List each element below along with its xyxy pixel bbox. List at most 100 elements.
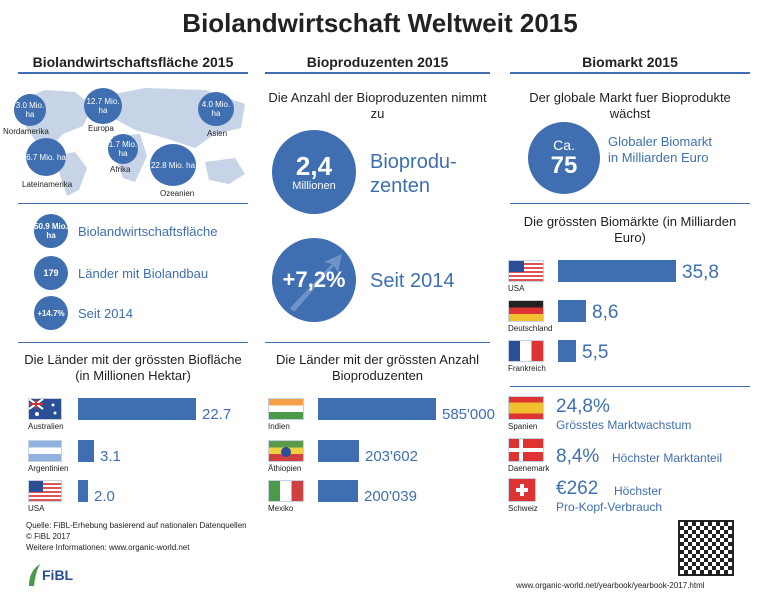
flag-switzerland-icon [508, 478, 536, 502]
stat-growth-badge: +14.7% [34, 296, 68, 330]
chart3-subtitle: Die grössten Biomärkte (in Milliarden Eu… [523, 214, 737, 245]
flag-australia-icon [28, 398, 62, 420]
stat-area-text: Biolandwirtschaftsfläche [78, 224, 218, 239]
footer-url[interactable]: www.organic-world.net/yearbook/yearbook-… [516, 581, 705, 590]
market-text: Globaler Biomarkt in Milliarden Euro [608, 134, 713, 165]
col2-divider [265, 342, 490, 343]
fact-value-spain: 24,8% [556, 396, 610, 417]
map-label-lateinamerika: Lateinamerika [22, 180, 73, 189]
flag-ethiopia-icon [268, 440, 304, 462]
col2-intro: Die Anzahl der Bioproduzenten nimmt zu [268, 90, 487, 121]
col3-rule [510, 72, 750, 74]
chart2-subtitle: Die Länder mit der grössten Anzahl Biopr… [275, 352, 480, 383]
flag-india-icon [268, 398, 304, 420]
chart1-value-label-1: 3.1 [100, 448, 121, 465]
footer-more-info: Weitere Informationen: www.organic-world… [26, 543, 190, 552]
map-label-asien: Asien [207, 129, 228, 138]
flag-denmark-icon [508, 438, 544, 462]
chart3-category-label-2: Frankreich [508, 364, 546, 373]
producers-unit: Millionen [292, 180, 336, 192]
chart2-value-label-1: 203'602 [365, 448, 418, 465]
chart1-category-label-1: Argentinien [28, 464, 69, 473]
fibl-logo: FiBL [26, 564, 73, 586]
col1-divider-1 [18, 203, 248, 204]
chart1-value-label-0: 22.7 [202, 406, 232, 423]
chart1-subtitle: Die Länder mit der grössten Biofläche (i… [24, 352, 242, 383]
map-bubble-ozeanien: 22.8 Mio. ha [150, 144, 196, 186]
chart2-bar-1 [318, 440, 359, 462]
chart3-bar-1 [558, 300, 586, 322]
fact-text-switzerland: Höchster Pro-Kopf-Verbrauch [556, 484, 663, 514]
chart2-category-label-0: Indien [268, 422, 290, 431]
flag-usa-icon [28, 480, 62, 502]
chart2-value-label-0: 585'000 [442, 406, 495, 423]
map-bubble-europa: 12.7 Mio. ha [84, 88, 122, 124]
market-ca: Ca. [553, 137, 575, 153]
fact-value-switzerland: €262 [556, 478, 599, 499]
chart3-bar-2 [558, 340, 576, 362]
denmark-cross [509, 439, 543, 461]
fact-country-denmark: Daenemark [508, 464, 550, 473]
australia-stars [28, 398, 57, 416]
chart3-category-label-1: Deutschland [508, 324, 553, 333]
map-bubble-nordamerika: 3.0 Mio. ha [14, 94, 46, 126]
map-bubble-asien: 4.0 Mio. ha [198, 92, 234, 126]
swiss-cross [516, 484, 528, 496]
map-bubble-lateinamerika: 6.7 Mio. ha [26, 138, 66, 176]
map-label-europa: Europa [88, 124, 114, 133]
producers-growth-circle: +7,2% [272, 238, 356, 322]
page-title: Biolandwirtschaft Weltweit 2015 [182, 8, 578, 38]
map-label-nordamerika: Nordamerika [3, 127, 49, 136]
flag-usa-market-icon [508, 260, 544, 282]
market-value: 75 [550, 152, 578, 179]
chart1-bar-2 [78, 480, 88, 502]
chart3-value-label-2: 5,5 [582, 342, 609, 363]
flag-argentina-icon [28, 440, 62, 462]
chart1-bar-0 [78, 398, 196, 420]
footer-source: Quelle: FiBL-Erhebung basierend auf nati… [26, 521, 247, 530]
stat-countries-text: Länder mit Biolandbau [78, 266, 209, 281]
fact-country-switzerland: Schweiz [508, 504, 538, 513]
chart2-value-label-2: 200'039 [364, 488, 417, 505]
map-bubble-afrika: 1.7 Mio. ha [108, 134, 138, 164]
fibl-leaf-icon [29, 564, 40, 586]
flag-germany-icon [508, 300, 544, 322]
chart1-bar-1 [78, 440, 94, 462]
chart2-category-label-1: Äthiopien [268, 464, 302, 473]
producers-growth-text: Seit 2014 [370, 270, 455, 292]
chart1-category-label-0: Australien [28, 422, 64, 431]
stat-growth-text: Seit 2014 [78, 306, 133, 321]
col3-heading: Biomarkt 2015 [582, 54, 678, 70]
fact-text-spain: Grösstes Marktwachstum [556, 418, 692, 432]
producers-growth-value: +7,2% [282, 267, 346, 292]
fact-value-denmark: 8,4% [556, 446, 600, 467]
chart3-category-label-0: USA [508, 284, 525, 293]
stat-countries-badge: 179 [34, 256, 68, 290]
col1-heading: Biolandwirtschaftsfläche 2015 [32, 54, 234, 70]
chart3-bar-0 [558, 260, 676, 282]
col1-divider-2 [18, 342, 248, 343]
fibl-logo-text: FiBL [42, 567, 74, 583]
chart1-value-label-2: 2.0 [94, 488, 115, 505]
producers-circle: 2,4 Millionen [272, 130, 356, 214]
col3-divider-2 [510, 386, 750, 387]
fact-country-spain: Spanien [508, 422, 538, 431]
producers-value: 2,4 [295, 151, 333, 181]
chart3-value-label-0: 35,8 [682, 262, 719, 283]
flag-spain-icon [508, 396, 544, 420]
footer-copyright: © FiBL 2017 [26, 532, 71, 541]
chart1-category-label-2: USA [28, 504, 45, 513]
col3-divider-1 [510, 203, 750, 204]
producers-text: Bioprodu- zenten [370, 151, 457, 197]
fact-text-denmark: Höchster Marktanteil [612, 451, 723, 465]
col1-rule [18, 72, 248, 74]
qr-code-icon [678, 520, 734, 576]
map-label-afrika: Afrika [110, 165, 131, 174]
col2-rule [265, 72, 490, 74]
flag-mexico-icon [268, 480, 304, 502]
col3-intro: Der globale Markt fuer Bioprodukte wächs… [529, 90, 731, 121]
chart2-bar-0 [318, 398, 436, 420]
map-label-ozeanien: Ozeanien [160, 189, 195, 198]
growth-arrow-icon [290, 254, 342, 312]
market-circle: Ca. 75 [528, 122, 600, 194]
